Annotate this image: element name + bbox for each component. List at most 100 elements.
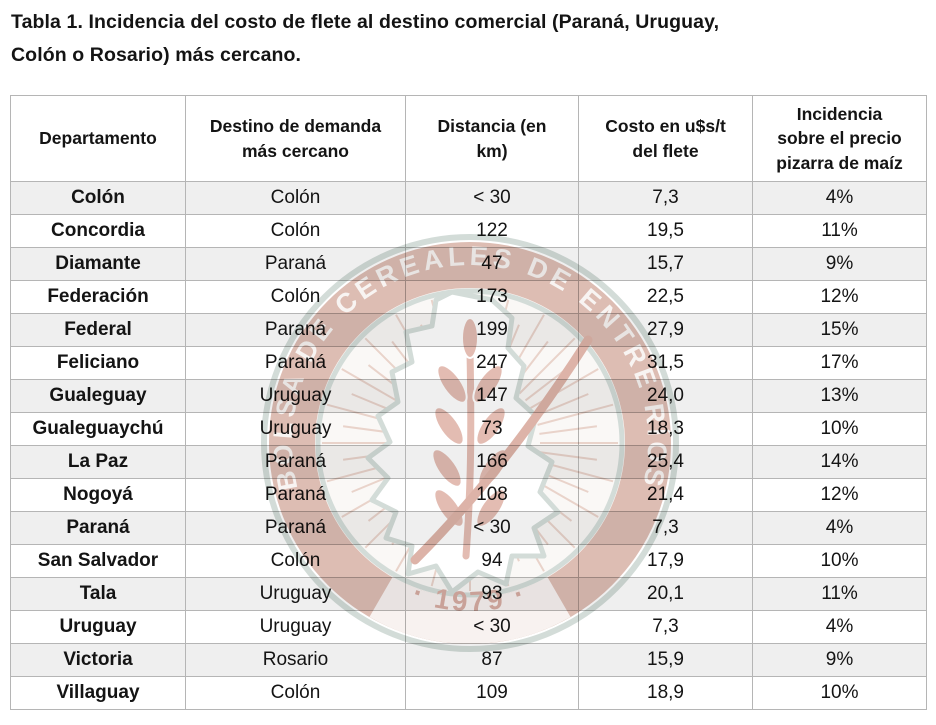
cell-destino: Colón xyxy=(185,181,406,215)
table-row: Diamante Paraná 47 15,7 9% xyxy=(10,247,927,281)
cell-costo: 21,4 xyxy=(578,478,753,512)
table-row: Federación Colón 173 22,5 12% xyxy=(10,280,927,314)
cell-incidencia: 12% xyxy=(752,478,927,512)
header-row: Departamento Destino de demanda más cerca… xyxy=(10,95,927,182)
cell-distancia: 147 xyxy=(405,379,579,413)
cell-departamento: Nogoyá xyxy=(10,478,186,512)
cell-incidencia: 15% xyxy=(752,313,927,347)
cell-departamento: La Paz xyxy=(10,445,186,479)
column-header-departamento: Departamento xyxy=(10,95,186,182)
cell-departamento: Diamante xyxy=(10,247,186,281)
column-header-distancia: Distancia (en km) xyxy=(405,95,579,182)
cell-departamento: Uruguay xyxy=(10,610,186,644)
cell-incidencia: 13% xyxy=(752,379,927,413)
cell-departamento: Concordia xyxy=(10,214,186,248)
cell-destino: Uruguay xyxy=(185,412,406,446)
table-row: Villaguay Colón 109 18,9 10% xyxy=(10,676,927,710)
cell-destino: Paraná xyxy=(185,511,406,545)
cell-incidencia: 12% xyxy=(752,280,927,314)
cell-departamento: Colón xyxy=(10,181,186,215)
cell-costo: 15,7 xyxy=(578,247,753,281)
cell-costo: 25,4 xyxy=(578,445,753,479)
cell-destino: Paraná xyxy=(185,313,406,347)
cell-incidencia: 11% xyxy=(752,214,927,248)
cell-incidencia: 4% xyxy=(752,181,927,215)
table-row: Gualeguay Uruguay 147 24,0 13% xyxy=(10,379,927,413)
cell-destino: Colón xyxy=(185,280,406,314)
cell-incidencia: 4% xyxy=(752,511,927,545)
table-row: Federal Paraná 199 27,9 15% xyxy=(10,313,927,347)
cell-costo: 18,9 xyxy=(578,676,753,710)
cell-incidencia: 9% xyxy=(752,643,927,677)
cell-destino: Colón xyxy=(185,214,406,248)
cell-destino: Colón xyxy=(185,676,406,710)
cell-costo: 22,5 xyxy=(578,280,753,314)
table-row: Colón Colón < 30 7,3 4% xyxy=(10,181,927,215)
cell-incidencia: 10% xyxy=(752,544,927,578)
cell-distancia: 94 xyxy=(405,544,579,578)
cell-distancia: 47 xyxy=(405,247,579,281)
cell-departamento: Villaguay xyxy=(10,676,186,710)
cell-distancia: 173 xyxy=(405,280,579,314)
column-header-incidencia: Incidencia sobre el precio pizarra de ma… xyxy=(752,95,927,182)
cell-destino: Paraná xyxy=(185,478,406,512)
cell-incidencia: 17% xyxy=(752,346,927,380)
cell-destino: Rosario xyxy=(185,643,406,677)
cell-costo: 17,9 xyxy=(578,544,753,578)
cell-destino: Colón xyxy=(185,544,406,578)
cell-costo: 19,5 xyxy=(578,214,753,248)
cell-destino: Paraná xyxy=(185,445,406,479)
cell-distancia: 122 xyxy=(405,214,579,248)
cell-incidencia: 14% xyxy=(752,445,927,479)
cell-costo: 24,0 xyxy=(578,379,753,413)
cell-departamento: Tala xyxy=(10,577,186,611)
cell-costo: 7,3 xyxy=(578,181,753,215)
cell-departamento: Federal xyxy=(10,313,186,347)
cell-distancia: 166 xyxy=(405,445,579,479)
cell-distancia: < 30 xyxy=(405,610,579,644)
cell-distancia: 199 xyxy=(405,313,579,347)
cell-incidencia: 10% xyxy=(752,676,927,710)
cell-incidencia: 4% xyxy=(752,610,927,644)
cell-distancia: 87 xyxy=(405,643,579,677)
table-row: Paraná Paraná < 30 7,3 4% xyxy=(10,511,927,545)
cell-costo: 7,3 xyxy=(578,511,753,545)
cell-departamento: San Salvador xyxy=(10,544,186,578)
cell-departamento: Paraná xyxy=(10,511,186,545)
cell-distancia: < 30 xyxy=(405,511,579,545)
freight-incidence-table: Departamento Destino de demanda más cerca… xyxy=(10,95,927,710)
table-row: Uruguay Uruguay < 30 7,3 4% xyxy=(10,610,927,644)
cell-destino: Paraná xyxy=(185,247,406,281)
cell-destino: Uruguay xyxy=(185,577,406,611)
table-row: Concordia Colón 122 19,5 11% xyxy=(10,214,927,248)
cell-incidencia: 10% xyxy=(752,412,927,446)
cell-costo: 20,1 xyxy=(578,577,753,611)
cell-costo: 31,5 xyxy=(578,346,753,380)
cell-distancia: < 30 xyxy=(405,181,579,215)
cell-incidencia: 11% xyxy=(752,577,927,611)
cell-destino: Uruguay xyxy=(185,610,406,644)
column-header-costo: Costo en u$s/t del flete xyxy=(578,95,753,182)
table-row: La Paz Paraná 166 25,4 14% xyxy=(10,445,927,479)
cell-distancia: 108 xyxy=(405,478,579,512)
cell-departamento: Victoria xyxy=(10,643,186,677)
table-row: San Salvador Colón 94 17,9 10% xyxy=(10,544,927,578)
table-row: Nogoyá Paraná 108 21,4 12% xyxy=(10,478,927,512)
table-row: Feliciano Paraná 247 31,5 17% xyxy=(10,346,927,380)
table-row: Victoria Rosario 87 15,9 9% xyxy=(10,643,927,677)
cell-distancia: 93 xyxy=(405,577,579,611)
table-title: Tabla 1. Incidencia del costo de flete a… xyxy=(11,11,720,66)
cell-costo: 7,3 xyxy=(578,610,753,644)
cell-distancia: 73 xyxy=(405,412,579,446)
cell-departamento: Feliciano xyxy=(10,346,186,380)
cell-costo: 18,3 xyxy=(578,412,753,446)
cell-departamento: Federación xyxy=(10,280,186,314)
cell-incidencia: 9% xyxy=(752,247,927,281)
cell-departamento: Gualeguaychú xyxy=(10,412,186,446)
cell-costo: 15,9 xyxy=(578,643,753,677)
cell-departamento: Gualeguay xyxy=(10,379,186,413)
table-row: Gualeguaychú Uruguay 73 18,3 10% xyxy=(10,412,927,446)
cell-distancia: 109 xyxy=(405,676,579,710)
column-header-destino: Destino de demanda más cercano xyxy=(185,95,406,182)
